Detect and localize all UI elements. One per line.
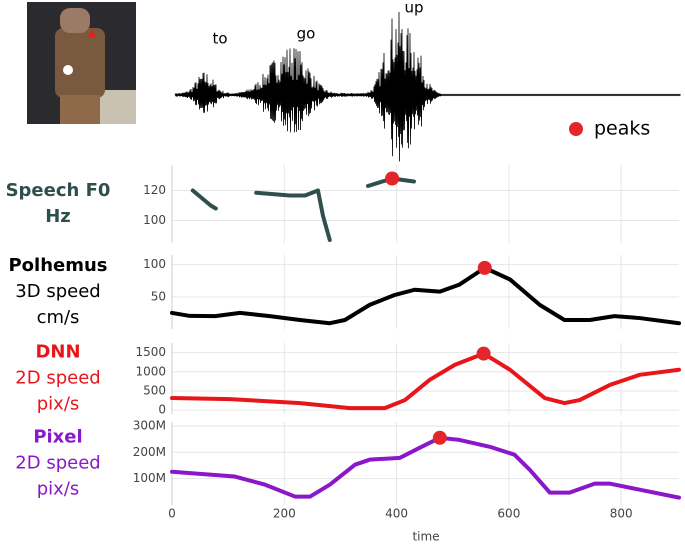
word: up (404, 0, 423, 17)
series-line (170, 351, 681, 411)
y-tick-label: 1000 (135, 364, 166, 378)
panel-label: Pixel (33, 427, 82, 448)
panel-label: pix/s (37, 394, 80, 415)
panel-label: 2D speed (15, 368, 100, 389)
y-tick-label: 200M (133, 445, 166, 459)
legend: peaks (569, 118, 650, 140)
y-tick-label: 0 (158, 403, 166, 417)
y-tick-label: 100M (133, 471, 166, 485)
y-tick-label: 500 (143, 383, 166, 397)
peak-marker (432, 430, 447, 445)
y-tick-label: 50 (151, 289, 166, 303)
panel-label: DNN (35, 342, 80, 363)
peak-marker (477, 260, 492, 275)
panel-label: pix/s (37, 479, 80, 500)
panel-label: Hz (45, 206, 71, 227)
panel-label: cm/s (37, 307, 80, 328)
x-tick-label: 800 (610, 507, 633, 521)
peak-marker (476, 346, 491, 361)
x-tick-label: 0 (168, 507, 176, 521)
word: go (297, 25, 316, 43)
photo (27, 2, 136, 124)
panel-label: 3D speed (15, 281, 100, 302)
x-tick-label: 400 (385, 507, 408, 521)
panel-label: Speech F0 (6, 180, 111, 201)
series-line (170, 265, 681, 326)
series-line (170, 435, 681, 500)
y-tick-label: 120 (143, 183, 166, 197)
x-tick-label: 600 (497, 507, 520, 521)
panel-label: Polhemus (8, 255, 107, 276)
waveform-trace (174, 12, 681, 162)
peak-marker (385, 171, 400, 186)
panel-label: 2D speed (15, 453, 100, 474)
x-axis-title: time (412, 530, 439, 544)
y-tick-label: 1500 (135, 345, 166, 359)
series-line (190, 176, 416, 242)
word: to (212, 30, 227, 48)
waveform (174, 12, 681, 162)
y-tick-label: 100 (143, 213, 166, 227)
legend-label: peaks (594, 118, 650, 140)
y-tick-label: 300M (133, 418, 166, 432)
y-tick-label: 100 (143, 257, 166, 271)
x-tick-label: 200 (273, 507, 296, 521)
legend-marker (569, 122, 583, 136)
